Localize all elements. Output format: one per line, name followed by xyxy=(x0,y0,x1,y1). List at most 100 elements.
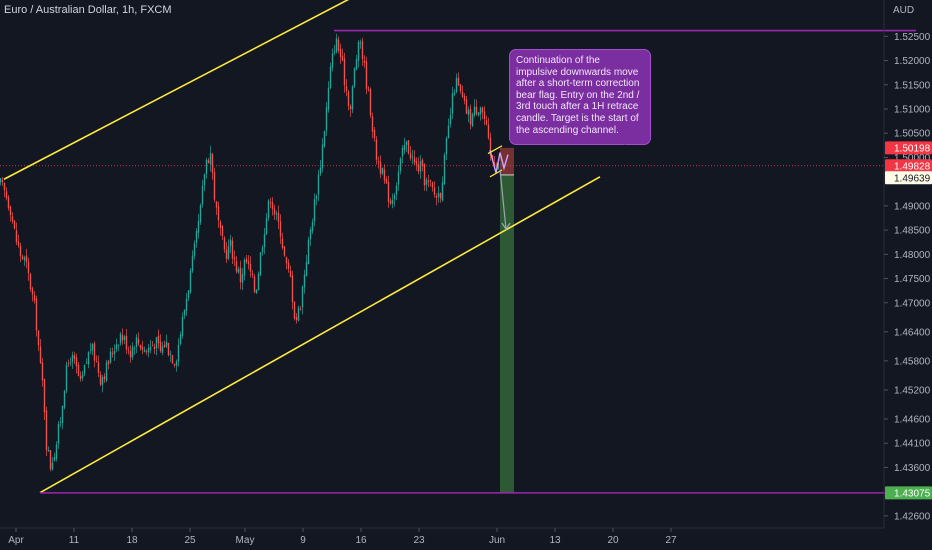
candle-body xyxy=(301,286,304,308)
candle-body xyxy=(91,344,94,351)
candle-body xyxy=(187,290,190,299)
time-tick-label: 20 xyxy=(607,535,619,546)
flag-pattern[interactable] xyxy=(489,149,509,174)
time-tick-label: 13 xyxy=(549,535,561,546)
candle-body xyxy=(349,106,352,110)
symbol-title[interactable]: Euro / Australian Dollar, 1h, FXCM xyxy=(4,4,172,16)
candle-body xyxy=(65,364,68,391)
candle-body xyxy=(41,362,44,381)
candle-body xyxy=(25,255,28,262)
channel-upper-line[interactable] xyxy=(3,0,378,180)
candle-body xyxy=(305,262,308,277)
candle-body xyxy=(35,298,38,331)
candle-body xyxy=(309,229,312,240)
candle-body xyxy=(131,346,134,358)
candle-body xyxy=(97,362,100,374)
candle-body xyxy=(345,86,348,91)
candle-body xyxy=(115,344,118,350)
candle-body xyxy=(359,42,362,44)
candle-body xyxy=(69,362,72,364)
candle-body xyxy=(71,354,74,362)
candle-body xyxy=(319,167,322,174)
candle-body xyxy=(7,197,10,209)
candle-body xyxy=(175,361,178,366)
candle-body xyxy=(329,66,332,89)
candle-body xyxy=(299,308,302,310)
time-tick-label: 16 xyxy=(355,535,367,546)
candle-body xyxy=(59,422,62,423)
candle-body xyxy=(485,120,488,125)
price-axis[interactable]: 1.52500 1.52000 1.51500 1.51000 1.50500 1.500… xyxy=(884,32,931,523)
candle-body xyxy=(153,346,156,350)
candle-body xyxy=(211,154,214,173)
candle-body xyxy=(279,221,282,237)
price-tick-label: 1.44100 xyxy=(894,439,931,450)
candle-body xyxy=(127,350,130,352)
candle-body xyxy=(117,344,120,346)
candle-body xyxy=(207,160,210,164)
candle-body xyxy=(363,60,366,63)
candle-body xyxy=(419,161,422,172)
flag-upper-line[interactable] xyxy=(487,145,503,155)
candle-body xyxy=(107,360,110,365)
candle-body xyxy=(283,246,286,256)
candle-body xyxy=(413,157,416,163)
candle-body xyxy=(45,410,48,451)
time-axis[interactable]: Apr 11 18 25 May 9 16 23 Jun 13 20 27 xyxy=(8,528,677,546)
annotation-callout-tail xyxy=(618,136,632,145)
candle-body xyxy=(75,357,78,367)
candle-body xyxy=(13,220,16,229)
candle-body xyxy=(473,106,476,116)
price-tag-label: 1.43075 xyxy=(894,488,931,499)
candle-body xyxy=(399,158,402,171)
drawings-layer xyxy=(0,0,916,494)
price-tag-box xyxy=(885,159,932,173)
candle-body xyxy=(325,107,328,131)
candle-body xyxy=(139,344,142,349)
candle-body xyxy=(437,192,440,197)
candle-body xyxy=(457,77,460,86)
candle-body xyxy=(121,335,124,341)
candle-body xyxy=(51,462,54,470)
price-tick-label: 1.50500 xyxy=(894,129,931,140)
candle-body xyxy=(197,221,200,233)
price-tick-label: 1.52000 xyxy=(894,56,931,67)
candle-body xyxy=(477,112,480,116)
candle-body xyxy=(95,361,98,363)
candle-body xyxy=(397,171,400,185)
candle-body xyxy=(247,261,250,265)
candle-body xyxy=(11,216,14,222)
candle-body xyxy=(239,267,242,282)
candle-body xyxy=(307,239,310,264)
candle-body xyxy=(67,363,70,364)
candle-body xyxy=(405,141,408,145)
price-tick-label: 1.48500 xyxy=(894,226,931,237)
candle-body xyxy=(321,144,324,169)
annotation-callout[interactable]: Continuation of the impulsive downwards … xyxy=(509,49,651,145)
candle-body xyxy=(29,273,32,290)
candle-body xyxy=(219,221,222,229)
candle-body xyxy=(135,337,138,347)
price-tag-box xyxy=(885,486,932,500)
price-tick-label: 1.51000 xyxy=(894,104,931,115)
candle-body xyxy=(99,374,102,385)
projection-arrow[interactable] xyxy=(499,169,507,230)
candle-body xyxy=(81,374,84,379)
candle-body xyxy=(311,222,314,232)
candle-body xyxy=(39,346,42,364)
projection-arrowhead xyxy=(501,222,511,231)
candle-body xyxy=(423,164,426,186)
candle-body xyxy=(421,159,424,166)
channel-lower-line[interactable] xyxy=(39,176,601,494)
candle-body xyxy=(261,247,264,253)
candle-body xyxy=(483,111,486,120)
candle-body xyxy=(489,137,492,156)
price-tick-label: 1.50000 xyxy=(894,153,931,164)
candle-body xyxy=(447,125,450,139)
target-zone[interactable] xyxy=(500,174,514,493)
candle-body xyxy=(463,95,466,101)
candle-body xyxy=(351,86,354,110)
